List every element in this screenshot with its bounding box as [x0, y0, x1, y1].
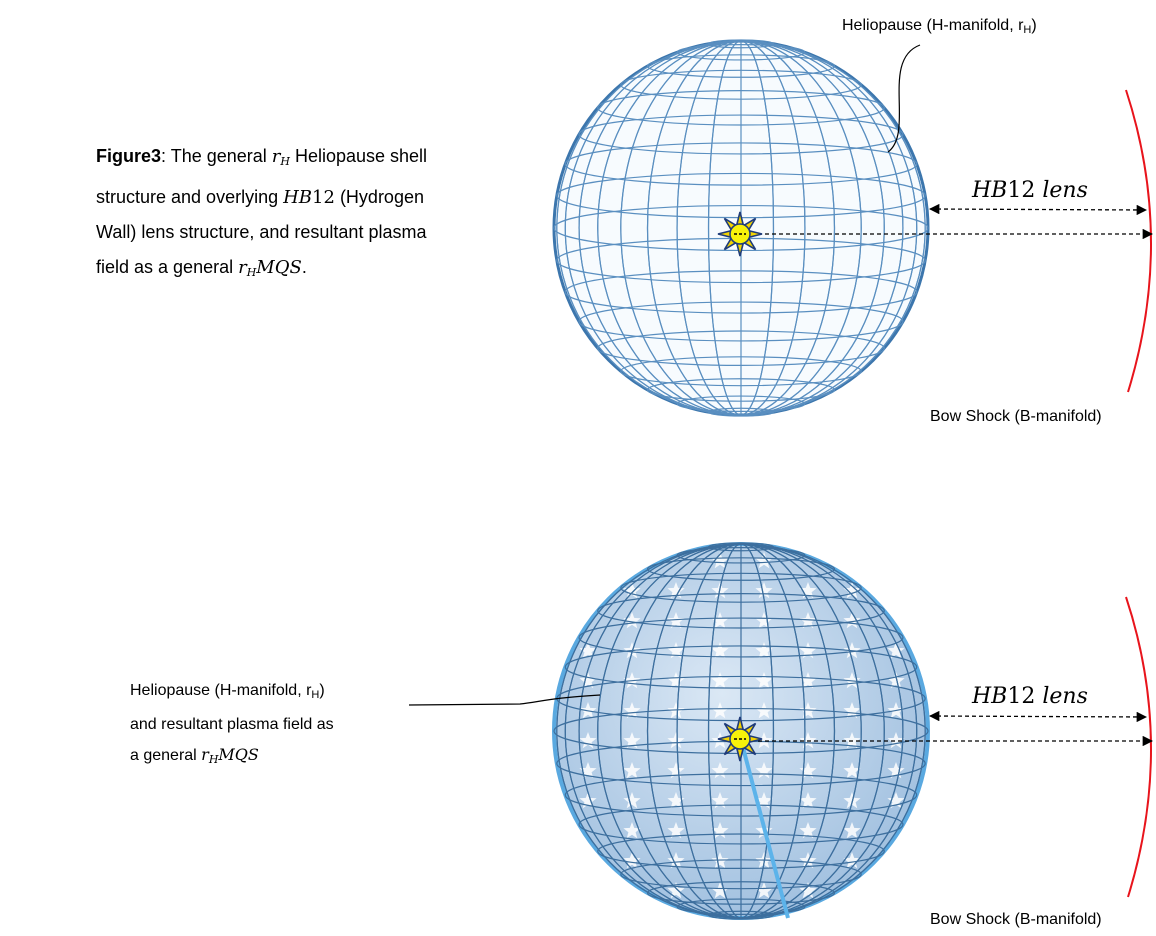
star-mark: [755, 762, 773, 779]
star-mark: [799, 642, 817, 659]
star-mark: [799, 822, 817, 839]
sun-icon: [717, 211, 763, 257]
star-mark: [843, 702, 861, 719]
star-mark: [667, 672, 685, 689]
star-mark: [887, 672, 905, 689]
star-mark: [711, 882, 729, 899]
star-mark: [843, 612, 861, 629]
star-mark: [843, 732, 861, 749]
star-mark: [711, 822, 729, 839]
star-mark: [711, 672, 729, 689]
star-mark: [711, 702, 729, 719]
star-mark: [755, 732, 773, 749]
star-mark: [755, 792, 773, 809]
star-mark: [755, 672, 773, 689]
star-mark: [711, 792, 729, 809]
star-mark: [667, 732, 685, 749]
star-mark: [843, 822, 861, 839]
top-lens-arrow: [928, 203, 1148, 216]
star-mark: [667, 852, 685, 869]
top-bow-shock: [1125, 89, 1152, 393]
star-mark: [623, 762, 641, 779]
star-mark: [711, 642, 729, 659]
star-mark: [711, 762, 729, 779]
star-mark: [579, 762, 597, 779]
star-mark: [755, 582, 773, 599]
plasma-beam: [739, 739, 790, 919]
star-mark: [623, 852, 641, 869]
top-heliopause-label: Heliopause (H-manifold, rH): [842, 17, 1037, 36]
star-mark: [843, 672, 861, 689]
star-mark: [843, 762, 861, 779]
longitude-line: [556, 40, 926, 416]
star-mark: [579, 792, 597, 809]
longitude-line: [556, 543, 926, 919]
star-mark: [623, 822, 641, 839]
star-mark: [755, 612, 773, 629]
star-mark: [623, 582, 641, 599]
figure-caption: Figure3: The general rH Heliopause shell…: [96, 146, 428, 279]
top-bow-shock-label: Bow Shock (B-manifold): [930, 408, 1102, 425]
star-mark: [579, 642, 597, 659]
star-mark: [667, 882, 685, 899]
caption-lead: Figure3: [96, 146, 162, 166]
star-mark: [799, 672, 817, 689]
star-mark: [755, 882, 773, 899]
top-lens-label: HB12 lens: [972, 178, 1088, 203]
star-mark: [887, 762, 905, 779]
star-mark: [623, 792, 641, 809]
star-mark: [579, 672, 597, 689]
star-mark: [579, 732, 597, 749]
star-mark: [887, 642, 905, 659]
star-mark: [667, 792, 685, 809]
bottom-lens-arrow: [928, 710, 1148, 723]
star-mark: [711, 612, 729, 629]
star-mark: [667, 822, 685, 839]
star-mark: [799, 732, 817, 749]
star-mark: [799, 582, 817, 599]
bottom-bow-shock-label: Bow Shock (B-manifold): [930, 911, 1102, 928]
star-mark: [755, 552, 773, 569]
bottom-leader-line: [408, 694, 601, 706]
star-mark: [667, 642, 685, 659]
bottom-heliopause-label: Heliopause (H-manifold, rH) and resultan…: [130, 682, 334, 766]
bottom-bow-shock: [1125, 596, 1152, 898]
star-mark: [799, 882, 817, 899]
star-mark: [887, 732, 905, 749]
bottom-lens-label: HB12 lens: [972, 684, 1088, 709]
star-mark: [667, 762, 685, 779]
star-mark: [755, 642, 773, 659]
star-mark: [711, 552, 729, 569]
star-mark: [799, 762, 817, 779]
star-mark: [887, 792, 905, 809]
star-mark: [579, 702, 597, 719]
star-mark: [667, 582, 685, 599]
sun-icon: [717, 716, 763, 762]
star-mark: [623, 612, 641, 629]
top-leader-line: [887, 44, 921, 153]
star-mark: [843, 792, 861, 809]
star-mark: [843, 852, 861, 869]
star-mark: [623, 702, 641, 719]
star-mark: [623, 732, 641, 749]
star-mark: [755, 702, 773, 719]
star-mark: [799, 792, 817, 809]
star-mark: [843, 582, 861, 599]
